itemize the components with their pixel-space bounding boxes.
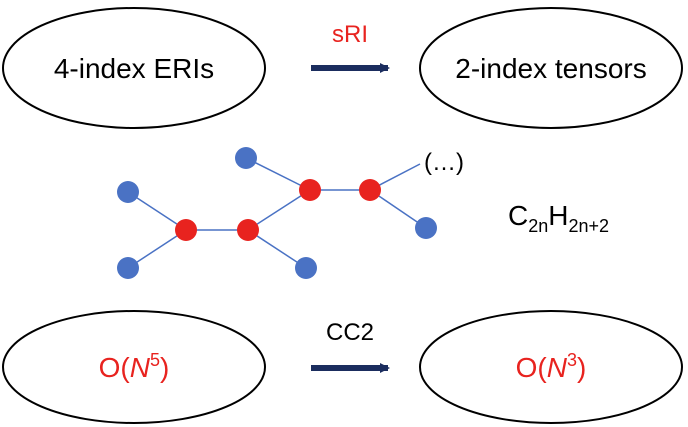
carbon-atom: [237, 219, 259, 241]
o-n3-exp: 3: [567, 350, 577, 370]
node-o-n3-label: O(N3): [516, 350, 587, 383]
o-n5-prefix: O(: [99, 352, 131, 383]
hydrogen-atom: [295, 257, 317, 279]
o-n5-var: N: [130, 352, 151, 383]
bond: [127, 229, 187, 269]
formula-h: H: [548, 200, 568, 231]
bond: [127, 191, 187, 231]
bond: [247, 189, 311, 231]
carbon-atom: [359, 179, 381, 201]
carbon-atom: [175, 219, 197, 241]
node-o-n3: [419, 310, 683, 424]
node-o-n5-label: O(N5): [99, 350, 170, 383]
alkane-formula: C2nH2n+2: [508, 200, 609, 236]
o-n3-suffix: ): [577, 352, 586, 383]
bond: [247, 229, 307, 269]
o-n3-prefix: O(: [516, 352, 548, 383]
o-n3-var: N: [547, 352, 568, 383]
hydrogen-atom: [117, 257, 139, 279]
o-n5-suffix: ): [160, 352, 169, 383]
bond: [369, 189, 427, 229]
chain-continuation: (…): [424, 149, 464, 176]
formula-c: C: [508, 200, 528, 231]
node-2-index-tensors: [419, 7, 683, 129]
carbon-atom: [299, 179, 321, 201]
bottom-row: O(N5) CC2 O(N3): [2, 310, 683, 424]
node-o-n5: [2, 310, 266, 424]
hydrogen-atom: [117, 181, 139, 203]
o-n5-exp: 5: [150, 350, 160, 370]
alkane-molecule: (…): [117, 147, 464, 279]
formula-c-subscript: 2n: [528, 216, 548, 236]
srI-arrow-label: sRI: [332, 21, 368, 48]
hydrogen-atom: [235, 147, 257, 169]
node-2-index-tensors-label: 2-index tensors: [455, 53, 646, 84]
formula-h-subscript: 2n+2: [569, 216, 610, 236]
hydrogen-atom: [415, 217, 437, 239]
top-row: 4-index ERIs sRI 2-index tensors: [2, 7, 683, 129]
node-4-index-eris-label: 4-index ERIs: [54, 53, 214, 84]
cc2-arrow-label: CC2: [326, 319, 374, 346]
node-4-index-eris: [2, 7, 266, 129]
bond: [245, 157, 311, 191]
